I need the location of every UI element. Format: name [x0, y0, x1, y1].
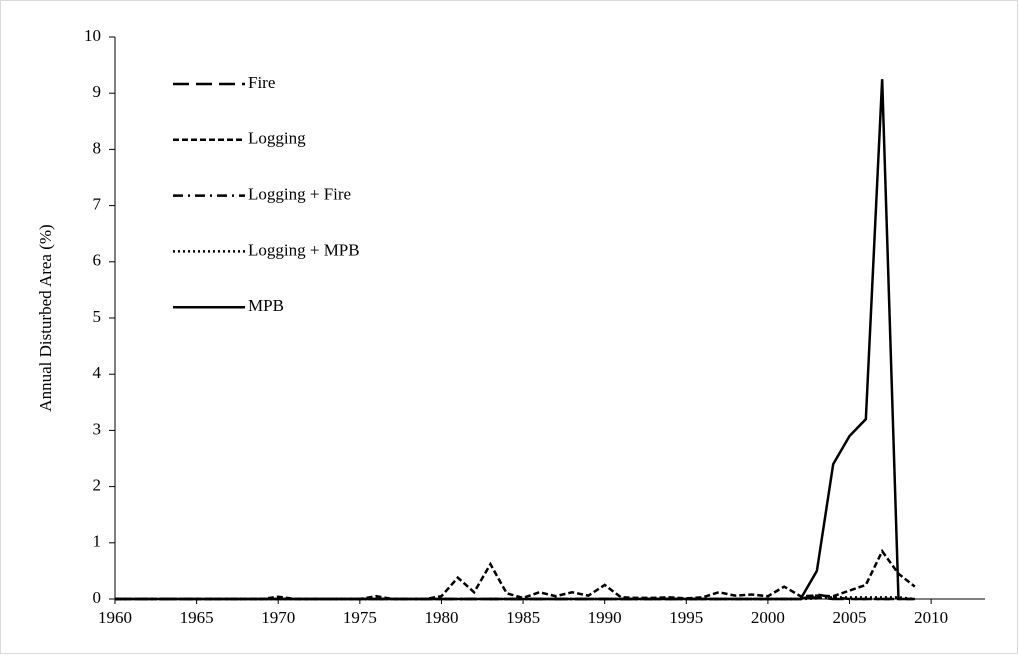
series-line: [115, 79, 900, 601]
x-tick-label: 1975: [343, 608, 377, 627]
y-tick-label: 8: [93, 138, 102, 157]
x-tick-label: 2000: [751, 608, 785, 627]
x-tick-label: 2010: [914, 608, 948, 627]
legend-label: Logging + MPB: [248, 240, 360, 259]
x-tick-label: 1960: [98, 608, 132, 627]
x-tick-label: 2005: [833, 608, 867, 627]
y-tick-label: 4: [93, 363, 102, 382]
y-tick-label: 2: [93, 476, 102, 495]
y-tick-label: 3: [93, 419, 102, 438]
y-tick-label: 0: [93, 588, 102, 607]
y-tick-label: 7: [93, 195, 102, 214]
legend-label: Fire: [248, 73, 275, 92]
y-tick-label: 6: [93, 251, 102, 270]
x-tick-label: 1965: [180, 608, 214, 627]
x-tick-label: 1980: [424, 608, 458, 627]
x-tick-label: 1970: [261, 608, 295, 627]
x-tick-label: 1995: [669, 608, 703, 627]
y-tick-label: 9: [93, 82, 102, 101]
legend-label: Logging + Fire: [248, 185, 351, 204]
x-tick-label: 1985: [506, 608, 540, 627]
y-tick-label: 10: [84, 26, 101, 45]
y-tick-label: 1: [93, 532, 102, 551]
x-tick-label: 1990: [588, 608, 622, 627]
legend-label: MPB: [248, 296, 284, 315]
y-tick-label: 5: [93, 307, 102, 326]
legend-label: Logging: [248, 129, 306, 148]
y-axis-title: Annual Disturbed Area (%): [36, 224, 55, 411]
